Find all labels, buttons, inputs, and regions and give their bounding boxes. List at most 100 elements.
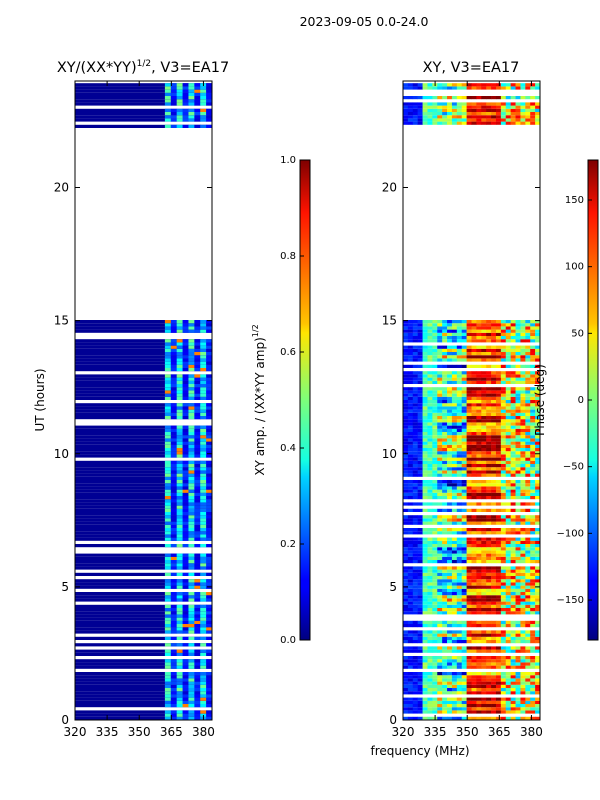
heatmap-row: [403, 486, 540, 490]
heatmap-row: [403, 515, 540, 519]
heatmap-row: [403, 464, 540, 468]
heatmap-row: [403, 681, 540, 685]
heatmap-row: [403, 400, 540, 404]
heatmap-row: [403, 710, 540, 714]
heatmap-row: [403, 636, 540, 640]
heatmap-row: [75, 499, 212, 503]
heatmap-row: [75, 620, 212, 624]
heatmap-row: [403, 444, 540, 448]
heatmap-row: [75, 528, 212, 532]
heatmap-row: [403, 604, 540, 608]
heatmap-row: [403, 656, 540, 660]
heatmap-row: [403, 688, 540, 692]
heatmap-row: [75, 412, 212, 416]
left-axes: 320 335 350 365 380 0 5 10 15 20: [54, 81, 215, 739]
heatmap-row: [75, 124, 212, 128]
heatmap-row: [403, 585, 540, 589]
colorbar-tick-label: −150: [557, 595, 584, 606]
heatmap-row: [403, 566, 540, 570]
heatmap-row: [75, 460, 212, 464]
heatmap-row: [403, 633, 540, 637]
x-tick-label: 320: [64, 725, 87, 739]
heatmap-row: [75, 355, 212, 359]
heatmap-row: [403, 329, 540, 333]
heatmap-row: [75, 582, 212, 586]
colorbar-tick-label: 1.0: [280, 155, 296, 166]
heatmap-row: [75, 678, 212, 682]
heatmap-row: [403, 704, 540, 708]
heatmap-row: [403, 323, 540, 327]
heatmap-row: [75, 537, 212, 541]
heatmap-row: [75, 470, 212, 474]
heatmap-row: [75, 697, 212, 701]
heatmap-row: [75, 403, 212, 407]
heatmap-row: [403, 649, 540, 653]
left-colorbar-label: XY amp. / (XX*YY amp)1/2: [251, 324, 267, 475]
heatmap-row: [75, 99, 212, 103]
heatmap-row: [75, 553, 212, 557]
heatmap-row: [75, 438, 212, 442]
heatmap-row: [75, 627, 212, 631]
left-panel: XY/(XX*YY)1/2, V3=EA17 320 335 350 365 380 0 5…: [33, 59, 229, 739]
colorbar-tick-label: 0.2: [280, 539, 296, 550]
heatmap-row: [75, 425, 212, 429]
heatmap-row: [75, 451, 212, 455]
x-tick-label: 365: [488, 725, 511, 739]
heatmap-row: [403, 326, 540, 330]
left-panel-title: XY/(XX*YY)1/2, V3=EA17: [57, 59, 229, 76]
heatmap-row: [403, 508, 540, 512]
heatmap-row: [75, 396, 212, 400]
heatmap-row: [403, 467, 540, 471]
heatmap-row: [75, 659, 212, 663]
left-ylabel: UT (hours): [33, 368, 47, 431]
heatmap-row: [403, 483, 540, 487]
heatmap-row: [75, 476, 212, 480]
y-tick-label: 20: [54, 181, 69, 195]
right-panel: XY, V3=EA17 320 335 350 365 380 0 5 10 15 20: [382, 60, 543, 739]
heatmap-row: [403, 457, 540, 461]
heatmap-row: [75, 467, 212, 471]
heatmap-row: [75, 681, 212, 685]
heatmap-row: [403, 662, 540, 666]
y-tick-label: 0: [389, 713, 397, 727]
heatmap-row: [403, 336, 540, 340]
heatmap-row: [75, 115, 212, 119]
heatmap-row: [403, 339, 540, 343]
heatmap-row: [75, 611, 212, 615]
heatmap-row: [403, 422, 540, 426]
x-tick-label: 350: [128, 725, 151, 739]
heatmap-row: [403, 409, 540, 413]
y-tick-label: 10: [54, 447, 69, 461]
left-colorbar: 0.0 0.2 0.4 0.6 0.8 1.0 XY amp. / (XX*YY amp)…: [251, 155, 311, 646]
right-heatmap: [403, 83, 540, 720]
heatmap-row: [75, 118, 212, 122]
heatmap-row: [403, 592, 540, 596]
heatmap-row: [75, 380, 212, 384]
heatmap-row: [75, 361, 212, 365]
heatmap-row: [403, 438, 540, 442]
heatmap-row: [75, 89, 212, 93]
heatmap-row: [403, 406, 540, 410]
heatmap-row: [403, 358, 540, 362]
heatmap-row: [403, 115, 540, 119]
heatmap-row: [75, 534, 212, 538]
heatmap-row: [403, 595, 540, 599]
heatmap-row: [403, 496, 540, 500]
heatmap-row: [75, 704, 212, 708]
heatmap-row: [403, 425, 540, 429]
heatmap-row: [403, 86, 540, 90]
heatmap-row: [75, 579, 212, 583]
x-axis-label: frequency (MHz): [370, 744, 469, 758]
heatmap-row: [403, 492, 540, 496]
heatmap-row: [403, 572, 540, 576]
x-tick-label: 335: [424, 725, 447, 739]
y-tick-label: 0: [61, 713, 69, 727]
heatmap-row: [403, 83, 540, 87]
y-tick-label: 20: [382, 181, 397, 195]
heatmap-row: [403, 624, 540, 628]
heatmap-row: [403, 684, 540, 688]
x-tick-label: 380: [520, 725, 543, 739]
heatmap-row: [75, 342, 212, 346]
heatmap-row: [403, 448, 540, 452]
heatmap-row: [75, 700, 212, 704]
